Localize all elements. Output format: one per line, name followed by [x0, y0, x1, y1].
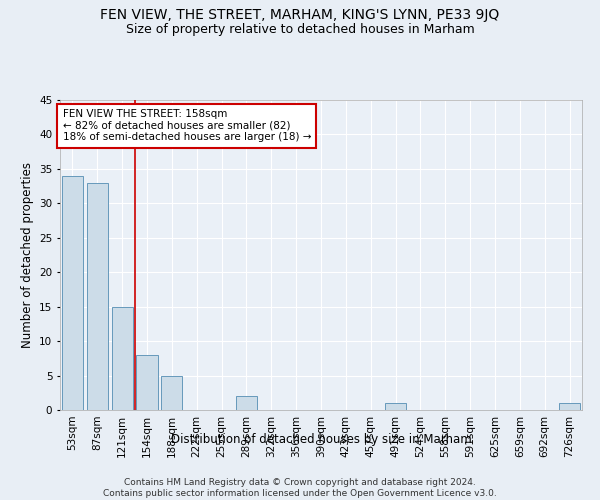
Bar	[559, 403, 580, 410]
Text: FEN VIEW THE STREET: 158sqm
← 82% of detached houses are smaller (82)
18% of sem: FEN VIEW THE STREET: 158sqm ← 82% of det…	[62, 110, 311, 142]
Bar	[112, 306, 133, 410]
Y-axis label: Number of detached properties: Number of detached properties	[20, 162, 34, 348]
Bar	[136, 355, 158, 410]
Bar	[236, 396, 257, 410]
Text: FEN VIEW, THE STREET, MARHAM, KING'S LYNN, PE33 9JQ: FEN VIEW, THE STREET, MARHAM, KING'S LYN…	[100, 8, 500, 22]
Text: Distribution of detached houses by size in Marham: Distribution of detached houses by size …	[170, 432, 472, 446]
Bar	[62, 176, 83, 410]
Bar	[161, 376, 182, 410]
Text: Size of property relative to detached houses in Marham: Size of property relative to detached ho…	[125, 22, 475, 36]
Text: Contains HM Land Registry data © Crown copyright and database right 2024.
Contai: Contains HM Land Registry data © Crown c…	[103, 478, 497, 498]
Bar	[87, 182, 108, 410]
Bar	[385, 403, 406, 410]
